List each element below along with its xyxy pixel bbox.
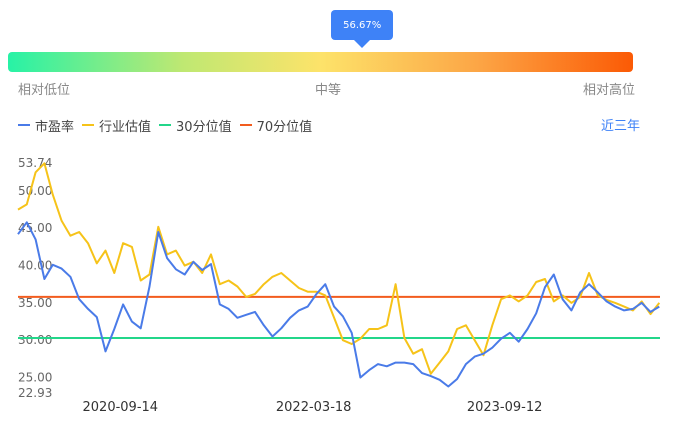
x-tick-label: 2022-03-18 (276, 400, 352, 415)
pe-history-chart: 53.74 50.00 45.00 40.00 35.00 30.00 25.0022.93… (17, 156, 661, 415)
y-tick-label: 50.00 (18, 184, 52, 198)
y-tick-label: 35.00 (18, 296, 52, 310)
legend-item-pe[interactable]: 市盈率 (18, 116, 74, 135)
legend-swatch-p70 (239, 124, 252, 126)
legend-item-p70[interactable]: 70分位值 (239, 116, 313, 135)
legend-swatch-industry (82, 124, 95, 126)
legend-label-pe: 市盈率 (35, 119, 75, 135)
pe-series-line (17, 221, 660, 388)
legend-swatch-p30 (159, 124, 172, 126)
x-tick-label: 2023-09-12 (467, 400, 543, 415)
y-tick-label: 40.00 (18, 259, 52, 273)
valuation-percentile-gauge: 56.67% 相对低位 中等 相对高位 (0, 0, 686, 100)
y-tick-label: 25.00 (18, 371, 52, 385)
gauge-mid-label: 中等 (315, 83, 342, 98)
y-tick-label: 53.74 (18, 156, 52, 170)
x-axis-ticks: 2020-09-14 2022-03-18 2023-09-12 (83, 400, 543, 415)
legend-item-industry[interactable]: 行业估值 (82, 116, 151, 135)
y-tick-label: 30.00 (18, 333, 52, 347)
legend-label-industry: 行业估值 (99, 119, 152, 135)
gauge-high-label: 相对高位 (583, 83, 636, 98)
time-range-selector[interactable]: 近三年 (600, 119, 640, 134)
percentile-gradient-bar (8, 52, 633, 72)
y-tick-label: 45.00 (18, 221, 52, 235)
legend-item-p30[interactable]: 30分位值 (159, 116, 232, 135)
legend-swatch-pe (18, 124, 30, 126)
legend-label-p70: 70分位值 (256, 119, 313, 135)
series-lines (17, 162, 661, 388)
x-tick-label: 2020-09-14 (83, 400, 159, 415)
chart-legend: 市盈率 行业估值 30分位值 70分位值 (18, 115, 320, 135)
y-tick-label: 22.93 (18, 386, 52, 400)
percentile-marker: 56.67% (331, 10, 394, 40)
legend-label-p30: 30分位值 (176, 119, 232, 135)
industry-series-line (17, 162, 661, 375)
gauge-low-label: 相对低位 (18, 83, 71, 98)
